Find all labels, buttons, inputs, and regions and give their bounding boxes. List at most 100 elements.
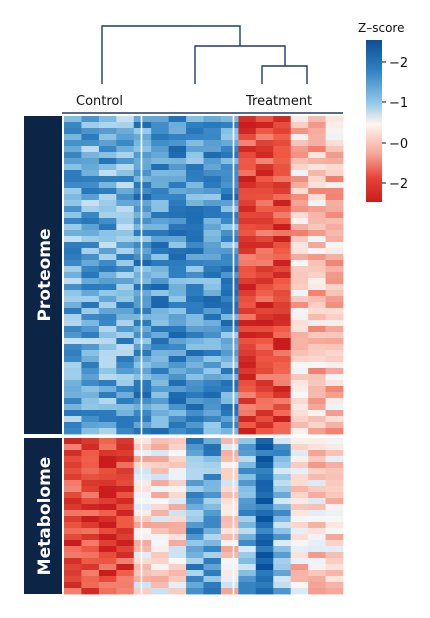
heatmap-cell: [81, 122, 100, 129]
heatmap-cell: [151, 462, 170, 469]
heatmap-cell: [238, 498, 257, 505]
heatmap-cell: [203, 468, 222, 475]
heatmap-cell: [98, 480, 117, 487]
heatmap-cell: [308, 326, 326, 333]
heatmap-cell: [203, 486, 222, 493]
heatmap-cell: [98, 284, 117, 291]
heatmap-cell: [273, 254, 292, 261]
heatmap-cell: [325, 588, 344, 595]
heatmap-cell: [116, 522, 135, 529]
heatmap-cell: [168, 416, 187, 423]
heatmap-cell: [168, 422, 187, 429]
heatmap-cell: [116, 422, 135, 429]
heatmap-cell: [151, 380, 170, 387]
heatmap-cell: [273, 498, 292, 505]
heatmap-cell: [81, 374, 100, 381]
heatmap-cell: [273, 122, 292, 129]
heatmap-cell: [186, 248, 204, 255]
heatmap-cell: [116, 410, 135, 417]
heatmap-cell: [308, 480, 326, 487]
heatmap-cell: [81, 332, 100, 339]
heatmap-cell: [325, 164, 344, 171]
heatmap-cell: [203, 278, 222, 285]
heatmap-cell: [151, 224, 170, 231]
heatmap-cell: [238, 582, 257, 589]
heatmap-cell: [116, 480, 135, 487]
heatmap-cell: [186, 326, 204, 333]
heatmap-cell: [203, 158, 222, 165]
heatmap-cell: [64, 450, 82, 457]
heatmap-cell: [308, 278, 326, 285]
heatmap-cell: [203, 456, 222, 463]
heatmap-cell: [98, 344, 117, 351]
heatmap-cell: [186, 140, 204, 147]
heatmap-cell: [168, 248, 187, 255]
heatmap-cell: [81, 504, 100, 511]
heatmap-cell: [81, 438, 100, 445]
heatmap-cell: [168, 582, 187, 589]
heatmap-cell: [186, 230, 204, 237]
heatmap-cell: [116, 182, 135, 189]
heatmap-cell: [220, 326, 239, 333]
heatmap-cell: [168, 546, 187, 553]
heatmap-cell: [238, 576, 257, 583]
heatmap-cell: [81, 492, 100, 499]
heatmap-cell: [255, 392, 274, 399]
heatmap-cell: [64, 338, 82, 345]
heatmap-cell: [290, 564, 309, 571]
heatmap-cell: [238, 486, 257, 493]
heatmap-cell: [238, 272, 257, 279]
heatmap-cell: [81, 146, 100, 153]
heatmap-cell: [308, 284, 326, 291]
heatmap-cell: [98, 320, 117, 327]
heatmap-cell: [168, 200, 187, 207]
heatmap-cell: [203, 176, 222, 183]
heatmap-cell: [64, 368, 82, 375]
heatmap-cell: [255, 218, 274, 225]
heatmap-cell: [186, 260, 204, 267]
heatmap-cell: [290, 320, 309, 327]
heatmap-cell: [325, 422, 344, 429]
heatmap-cell: [98, 576, 117, 583]
heatmap-cell: [168, 146, 187, 153]
heatmap-cell: [273, 278, 292, 285]
heatmap-cell: [203, 474, 222, 481]
heatmap-cell: [255, 122, 274, 129]
heatmap-cell: [98, 236, 117, 243]
heatmap-cell: [325, 356, 344, 363]
heatmap-cell: [220, 380, 239, 387]
heatmap-cell: [98, 206, 117, 213]
heatmap-cell: [290, 182, 309, 189]
heatmap-cell: [151, 200, 170, 207]
heatmap-cell: [168, 498, 187, 505]
heatmap-cell: [186, 188, 204, 195]
heatmap-cell: [64, 284, 82, 291]
heatmap-cell: [238, 296, 257, 303]
heatmap-cell: [325, 278, 344, 285]
heatmap-cell: [308, 164, 326, 171]
legend-tick-label: −0: [389, 137, 408, 152]
heatmap-cell: [220, 468, 239, 475]
heatmap-cell: [81, 558, 100, 565]
heatmap-cell: [255, 200, 274, 207]
heatmap-cell: [133, 224, 152, 231]
heatmap-cell: [151, 254, 170, 261]
heatmap-cell: [203, 368, 222, 375]
heatmap-cell: [238, 492, 257, 499]
heatmap-cell: [133, 546, 152, 553]
heatmap-cell: [203, 140, 222, 147]
heatmap-cell: [186, 362, 204, 369]
heatmap-cell: [81, 588, 100, 595]
heatmap-cell: [325, 224, 344, 231]
heatmap-cell: [98, 498, 117, 505]
heatmap-cell: [168, 320, 187, 327]
heatmap-cell: [273, 564, 292, 571]
heatmap-cell: [290, 146, 309, 153]
heatmap-cell: [64, 516, 82, 523]
heatmap-cell: [116, 326, 135, 333]
heatmap-cell: [290, 528, 309, 535]
heatmap-cell: [151, 248, 170, 255]
heatmap-cell: [220, 338, 239, 345]
heatmap-cell: [273, 534, 292, 541]
heatmap-cell: [308, 450, 326, 457]
